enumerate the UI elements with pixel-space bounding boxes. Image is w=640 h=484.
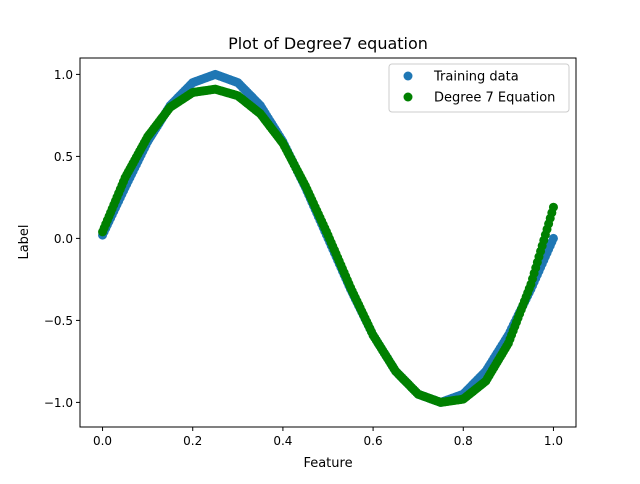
x-tick-label: 0.6 — [364, 434, 383, 448]
legend-label-degree-7-equation: Degree 7 Equation — [434, 91, 555, 106]
x-tick-label: 1.0 — [544, 434, 563, 448]
data-point — [548, 233, 558, 243]
chart-title: Plot of Degree7 equation — [228, 34, 428, 53]
x-tick-label: 0.0 — [93, 434, 112, 448]
y-tick-label: −1.0 — [44, 396, 73, 410]
legend-label-training-data: Training data — [433, 70, 519, 85]
legend: Training data Degree 7 Equation — [388, 63, 570, 113]
y-axis-label: Label — [17, 224, 32, 259]
ticks-layer: 0.0 0.2 0.4 0.6 0.8 1.0 −1.0 −0.5 0.0 0.5 1.0 — [44, 68, 563, 448]
x-tick-label: 0.8 — [454, 434, 473, 448]
legend-marker-training-data — [403, 71, 413, 81]
series-degree-7-equation — [98, 84, 558, 407]
y-tick-label: 0.0 — [54, 232, 73, 246]
axes-frame — [79, 57, 577, 428]
legend-box — [388, 63, 570, 113]
y-tick-label: 0.5 — [54, 150, 73, 164]
x-axis-label: Feature — [303, 456, 352, 471]
data-layer — [98, 69, 558, 407]
x-tick-label: 0.2 — [183, 434, 202, 448]
legend-marker-degree-7-equation — [403, 92, 413, 102]
y-tick-label: 1.0 — [54, 68, 73, 82]
y-tick-label: −0.5 — [44, 314, 73, 328]
x-tick-label: 0.4 — [273, 434, 292, 448]
data-point — [548, 202, 558, 212]
